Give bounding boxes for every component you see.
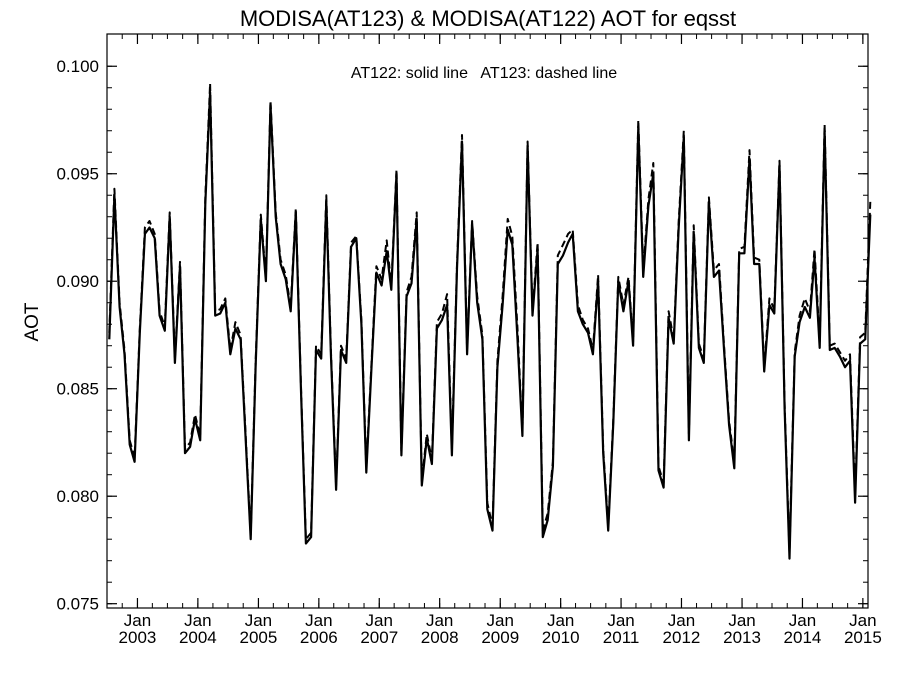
x-tick-year: 2008 xyxy=(421,628,459,647)
x-tick-month: Jan xyxy=(668,611,695,630)
plot-frame xyxy=(106,33,869,609)
series-line-at123 xyxy=(108,82,872,554)
x-tick-month: Jan xyxy=(607,611,634,630)
x-tick-month: Jan xyxy=(245,611,272,630)
x-axis: Jan2003Jan2004Jan2005Jan2006Jan2007Jan20… xyxy=(106,34,882,647)
x-tick-month: Jan xyxy=(124,611,151,630)
series-group xyxy=(108,82,872,560)
x-tick-month: Jan xyxy=(487,611,514,630)
x-tick-year: 2011 xyxy=(603,628,640,647)
x-tick-year: 2012 xyxy=(663,628,701,647)
y-tick-label: 0.085 xyxy=(56,380,99,399)
x-tick-year: 2007 xyxy=(360,628,398,647)
x-tick-year: 2005 xyxy=(240,628,278,647)
x-tick-month: Jan xyxy=(789,611,816,630)
x-tick-month: Jan xyxy=(849,611,876,630)
y-tick-label: 0.075 xyxy=(56,595,99,614)
y-axis: 0.075 0.080 0.085 0.090 0.095 0.100 xyxy=(56,57,868,614)
series-line-at122 xyxy=(108,90,872,560)
y-axis-label: AOT xyxy=(22,302,43,341)
x-tick-year: 2004 xyxy=(179,628,217,647)
x-tick-month: Jan xyxy=(547,611,574,630)
x-tick-year: 2015 xyxy=(844,628,882,647)
x-tick-month: Jan xyxy=(426,611,453,630)
x-tick-month: Jan xyxy=(366,611,393,630)
x-tick-month: Jan xyxy=(184,611,211,630)
x-tick-year: 2006 xyxy=(300,628,338,647)
y-tick-label: 0.090 xyxy=(56,272,99,291)
x-tick-year: 2009 xyxy=(481,628,519,647)
chart-title: MODISA(AT123) & MODISA(AT122) AOT for eq… xyxy=(240,6,736,31)
x-tick-year: 2010 xyxy=(542,628,580,647)
x-tick-month: Jan xyxy=(728,611,755,630)
x-tick-year: 2014 xyxy=(784,628,822,647)
y-tick-label: 0.080 xyxy=(56,487,99,506)
x-tick-year: 2003 xyxy=(119,628,157,647)
y-tick-label: 0.100 xyxy=(56,57,99,76)
x-tick-year: 2013 xyxy=(723,628,761,647)
x-tick-month: Jan xyxy=(305,611,332,630)
y-tick-label: 0.095 xyxy=(56,165,99,184)
series-style-note: AT122: solid line AT123: dashed line xyxy=(351,65,617,82)
